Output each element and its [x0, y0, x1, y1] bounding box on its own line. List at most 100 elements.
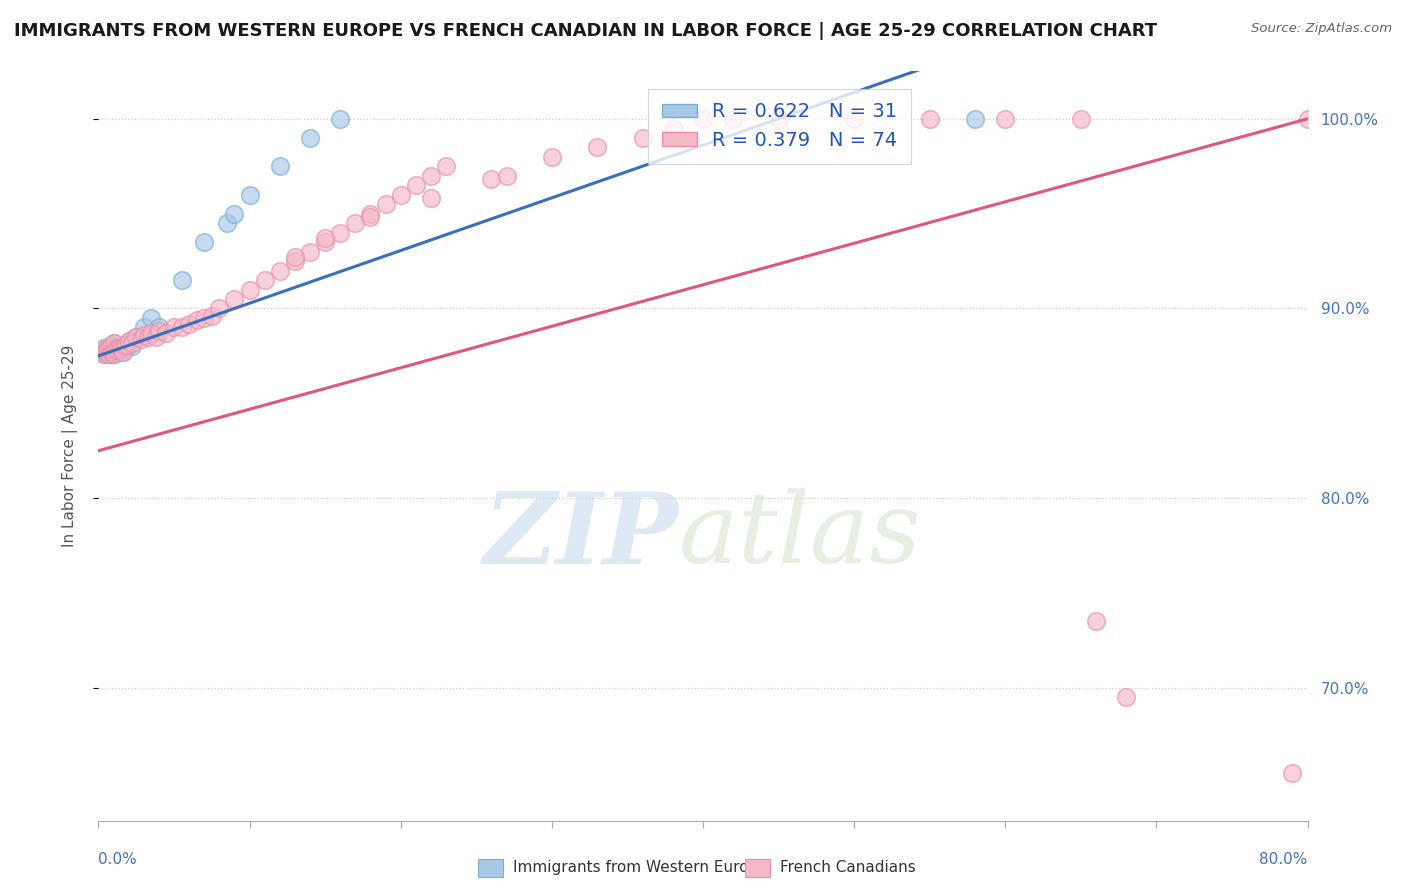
Point — [170, 320, 193, 334]
Point — [125, 330, 148, 344]
Point — [284, 250, 307, 264]
Point — [96, 345, 118, 359]
Point — [141, 310, 163, 325]
Point — [94, 343, 117, 358]
Point — [93, 347, 115, 361]
Point — [103, 341, 125, 355]
Point — [495, 169, 517, 183]
Point — [201, 309, 224, 323]
Point — [148, 324, 170, 338]
Point — [103, 347, 125, 361]
Point — [98, 347, 121, 361]
Point — [481, 172, 503, 186]
Point — [111, 345, 134, 359]
Point — [132, 320, 155, 334]
Point — [405, 178, 427, 193]
Point — [136, 330, 159, 344]
Point — [121, 335, 143, 350]
Point — [100, 347, 122, 361]
Point — [193, 235, 215, 249]
Point — [103, 341, 125, 355]
Point — [112, 339, 135, 353]
Point — [105, 341, 128, 355]
Point — [768, 112, 790, 126]
Point — [103, 335, 125, 350]
Point — [121, 339, 143, 353]
Point — [96, 347, 118, 361]
Text: 80.0%: 80.0% — [1260, 852, 1308, 867]
Text: Immigrants from Western Europe: Immigrants from Western Europe — [513, 861, 768, 875]
Point — [100, 345, 122, 359]
Point — [239, 187, 262, 202]
Point — [108, 343, 131, 358]
Point — [329, 226, 352, 240]
Point — [208, 301, 231, 316]
Point — [918, 112, 941, 126]
Point — [98, 343, 121, 358]
Point — [94, 345, 117, 359]
Point — [108, 341, 131, 355]
Text: 0.0%: 0.0% — [98, 852, 138, 867]
Y-axis label: In Labor Force | Age 25-29: In Labor Force | Age 25-29 — [62, 345, 77, 547]
Text: atlas: atlas — [679, 488, 921, 583]
Point — [132, 328, 155, 343]
Point — [98, 345, 121, 359]
Point — [98, 341, 121, 355]
Text: IMMIGRANTS FROM WESTERN EUROPE VS FRENCH CANADIAN IN LABOR FORCE | AGE 25-29 COR: IMMIGRANTS FROM WESTERN EUROPE VS FRENCH… — [14, 22, 1157, 40]
Point — [1070, 112, 1092, 126]
Point — [155, 326, 177, 340]
Point — [661, 121, 683, 136]
Point — [374, 197, 396, 211]
Point — [114, 341, 136, 355]
Point — [170, 273, 193, 287]
Point — [96, 341, 118, 355]
Point — [994, 112, 1017, 126]
Point — [93, 341, 115, 355]
Point — [1296, 112, 1319, 126]
Point — [284, 254, 307, 268]
Point — [125, 330, 148, 344]
Point — [224, 206, 246, 220]
Point — [103, 335, 125, 350]
Point — [314, 231, 336, 245]
Point — [107, 343, 129, 358]
Point — [94, 345, 117, 359]
Legend: R = 0.622   N = 31, R = 0.379   N = 74: R = 0.622 N = 31, R = 0.379 N = 74 — [648, 88, 911, 163]
Point — [1281, 766, 1303, 780]
Point — [104, 343, 127, 358]
Point — [329, 112, 352, 126]
Point — [253, 273, 276, 287]
Point — [215, 216, 238, 230]
Point — [193, 310, 215, 325]
Point — [434, 159, 457, 173]
Text: ZIP: ZIP — [484, 488, 679, 584]
Point — [420, 169, 443, 183]
Point — [1115, 690, 1137, 705]
Point — [110, 343, 132, 358]
Point — [631, 130, 654, 145]
Point — [100, 337, 122, 351]
Point — [111, 345, 134, 359]
Point — [114, 337, 136, 351]
Point — [129, 332, 152, 346]
Point — [344, 216, 367, 230]
Point — [299, 130, 322, 145]
Point — [269, 263, 291, 277]
Point — [314, 235, 336, 249]
Point — [239, 283, 262, 297]
Point — [101, 345, 124, 359]
Point — [269, 159, 291, 173]
Point — [723, 112, 745, 126]
Point — [101, 347, 124, 361]
Point — [118, 334, 141, 348]
Point — [389, 187, 412, 202]
Point — [299, 244, 322, 259]
Point — [420, 191, 443, 205]
Point — [360, 206, 382, 220]
Point — [118, 334, 141, 348]
Point — [965, 112, 987, 126]
Point — [586, 140, 609, 154]
Point — [105, 341, 128, 355]
Point — [163, 320, 186, 334]
Point — [103, 347, 125, 361]
